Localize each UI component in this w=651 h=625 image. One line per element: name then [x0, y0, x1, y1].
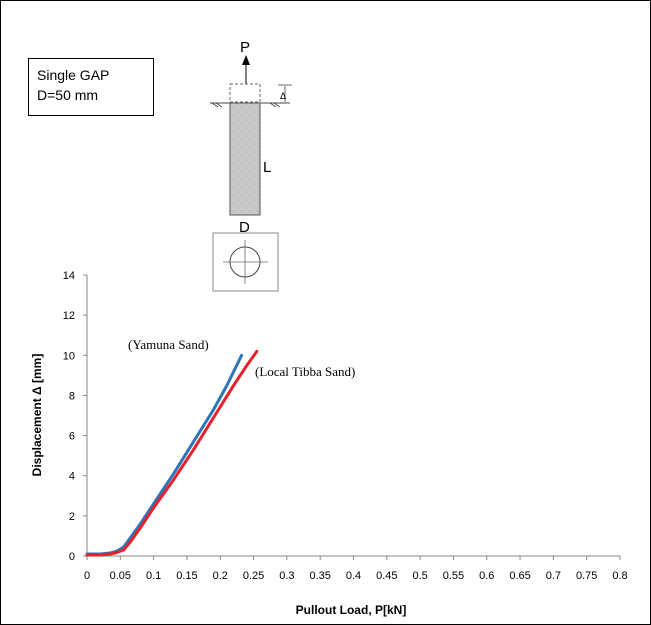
- y-tick-label: 8: [69, 390, 75, 402]
- x-tick-label: 0.05: [110, 570, 131, 582]
- info-box: Single GAP D=50 mm: [28, 58, 154, 116]
- displacement-symbol: Δ: [280, 92, 287, 102]
- x-tick-label: 0.6: [479, 570, 494, 582]
- y-tick-label: 2: [69, 511, 75, 523]
- ground-hatch: [211, 102, 281, 108]
- pile-body: [229, 102, 261, 216]
- x-tick-label: 0.15: [176, 570, 197, 582]
- load-label: P: [240, 39, 250, 56]
- y-tick-label: 10: [63, 350, 75, 362]
- x-tick-label: 0.65: [509, 570, 530, 582]
- x-tick-label: 0.1: [146, 570, 161, 582]
- y-tick-label: 14: [63, 270, 75, 282]
- x-tick-label: 0.8: [612, 570, 627, 582]
- x-tick-label: 0.7: [546, 570, 561, 582]
- length-label: L: [263, 159, 271, 176]
- x-tick-label: 0.35: [309, 570, 330, 582]
- chart-axes: [86, 275, 620, 557]
- series-label-yamuna: (Yamuna Sand): [128, 337, 209, 352]
- y-tick-label: 6: [69, 431, 75, 443]
- load-arrow-head-icon: [242, 55, 250, 65]
- x-tick-label: 0.2: [213, 570, 228, 582]
- info-box-line-2: D=50 mm: [37, 87, 99, 103]
- displaced-pile-outline: [229, 83, 261, 103]
- diameter-label: D: [239, 219, 250, 236]
- pile-diagram: P Δ L D: [210, 39, 292, 292]
- chart-series: [85, 349, 259, 557]
- info-box-line-1: Single GAP: [37, 67, 110, 83]
- x-tick-label: 0.3: [279, 570, 294, 582]
- series-line-tibba: [85, 349, 259, 557]
- x-tick-label: 0.75: [576, 570, 597, 582]
- y-tick-label: 12: [63, 310, 75, 322]
- x-tick-label: 0.5: [412, 570, 427, 582]
- x-tick-label: 0.55: [443, 570, 464, 582]
- series-label-tibba: (Local Tibba Sand): [255, 364, 355, 379]
- x-tick-label: 0.45: [376, 570, 397, 582]
- x-tick-label: 0: [84, 570, 90, 582]
- x-tick-label: 0.25: [243, 570, 264, 582]
- x-tick-label: 0.4: [346, 570, 361, 582]
- y-tick-label: 0: [69, 551, 75, 563]
- x-axis-label: Pullout Load, P[kN]: [296, 603, 407, 617]
- chart-ticks: 0 0.05 0.1 0.15 0.2 0.25 0.3 0.35 0.4 0.45 0.5 0.55…: [63, 270, 628, 582]
- y-axis-label: Displacement Δ [mm]: [30, 354, 44, 477]
- y-tick-label: 4: [69, 471, 75, 483]
- series-line-yamuna: [85, 353, 244, 556]
